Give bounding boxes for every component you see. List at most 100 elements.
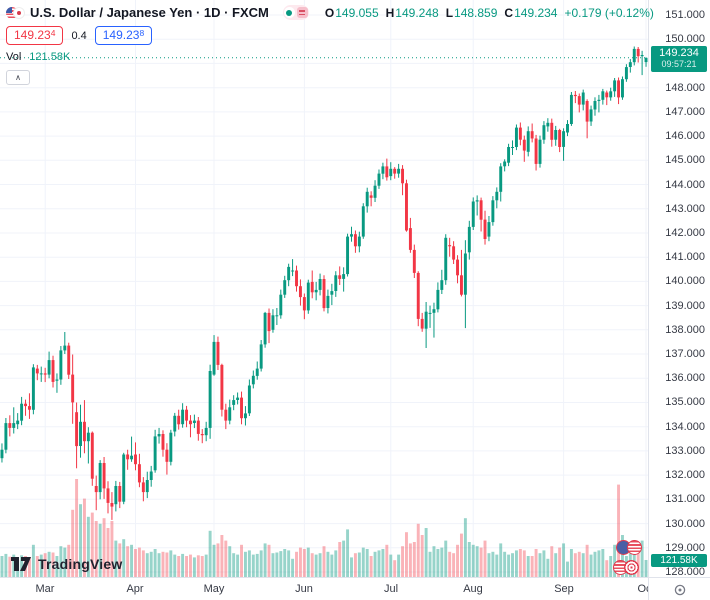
candle [71,374,75,403]
volume-bar [538,553,542,577]
volume-bar [283,549,287,577]
volume-bar [479,547,483,577]
tradingview-wordmark: TradingView [38,556,123,572]
time-axis-label: Apr [126,583,144,595]
candle [617,80,621,98]
volume-bar [275,552,279,577]
volume-bar [491,551,495,577]
candle [212,341,216,375]
time-axis[interactable]: Mar Apr May Jun Jul Aug Sep Oct [0,577,655,600]
axis-corner[interactable] [648,577,710,600]
candle [491,200,495,223]
candle [357,236,361,247]
candle [522,139,526,151]
volume-bar [369,556,373,577]
volume-bar [134,549,137,577]
candle [189,420,192,425]
candle [149,471,153,480]
candle [397,168,401,174]
buy-ask-button[interactable]: 149.238 [94,26,153,45]
price-axis-label: 129.000 [665,542,705,554]
volume-bar [518,549,522,577]
legend-collapse-button[interactable]: ∧ [6,70,30,85]
price-axis-label: 131.000 [665,493,705,505]
price-axis-label: 142.000 [665,227,705,239]
candle [204,427,208,436]
volume-bar [79,504,82,577]
time-axis-label: Mar [35,583,55,595]
volume-bar [373,551,377,577]
candle [20,403,24,421]
chart-settings-icon[interactable] [673,583,687,597]
candle [122,454,126,502]
candle [255,368,259,376]
chart-style-toggle[interactable] [282,5,309,20]
volume-bar [122,539,126,577]
volume-bar [94,521,98,577]
candle [251,375,255,385]
tradingview-logo[interactable]: TradingView [10,556,122,572]
candle [275,315,279,317]
volume-bar [385,544,389,577]
low-value: 148.859 [454,5,498,20]
volume-bar [59,546,63,577]
volume-bar [161,551,165,577]
candle [471,201,475,227]
sell-bid-button[interactable]: 149.234 [6,26,64,45]
symbol-title[interactable]: U.S. Dollar / Japanese Yen · 1D · FXCM [30,5,269,20]
volume-bar [220,535,224,577]
volume-bar [114,540,118,577]
candle [412,249,416,273]
volume-bar [82,498,86,577]
candle [314,289,318,293]
candle [31,367,35,410]
candle [82,421,86,442]
symbol-flags-icon [6,6,25,20]
candle [302,297,306,311]
price-axis-label: 148.000 [665,82,705,94]
last-price-label[interactable]: 149.234 09:57:21 [651,46,707,72]
candle [558,130,562,147]
volume-indicator-label[interactable]: Vol [6,51,22,63]
economic-event-badge[interactable] [613,560,643,578]
price-axis[interactable]: 128.000 129.000 130.000 131.000 132.000 133.0… [648,0,710,578]
volume-bar [298,547,302,577]
volume-bar [471,544,475,577]
candle [463,253,467,295]
candle [0,449,4,459]
volume-bar [247,550,251,577]
time-axis-label: Jun [295,583,313,595]
candle [373,185,377,198]
candle [98,463,102,493]
price-axis-label: 151.000 [665,9,705,21]
dot-toggle-icon[interactable] [283,7,295,18]
candle [236,397,240,400]
candle [298,286,302,298]
volume-axis-label: 121.58K [651,554,707,567]
volume-bar [558,547,562,577]
candle [569,94,573,124]
volume-bar [338,542,342,577]
candle [401,168,405,184]
candle [601,91,605,100]
candle [369,195,373,198]
equals-toggle-icon[interactable] [296,7,308,18]
candle [126,454,130,460]
candle [263,312,267,345]
candle [526,131,530,152]
volume-bar [350,557,353,577]
volume-bar [200,556,204,577]
volume-bar [126,546,130,577]
volume-bar [526,556,530,577]
volume-bar [141,550,145,577]
candlestick-chart[interactable] [0,0,648,577]
price-axis-label: 147.000 [665,106,705,118]
candle [165,449,169,462]
candle [550,122,554,140]
volume-bar [609,556,613,577]
volume-bar [192,557,196,577]
economic-event-badge[interactable] [616,540,646,558]
volume-bar [255,553,259,577]
candle [295,270,298,287]
volume-bar [302,549,306,577]
